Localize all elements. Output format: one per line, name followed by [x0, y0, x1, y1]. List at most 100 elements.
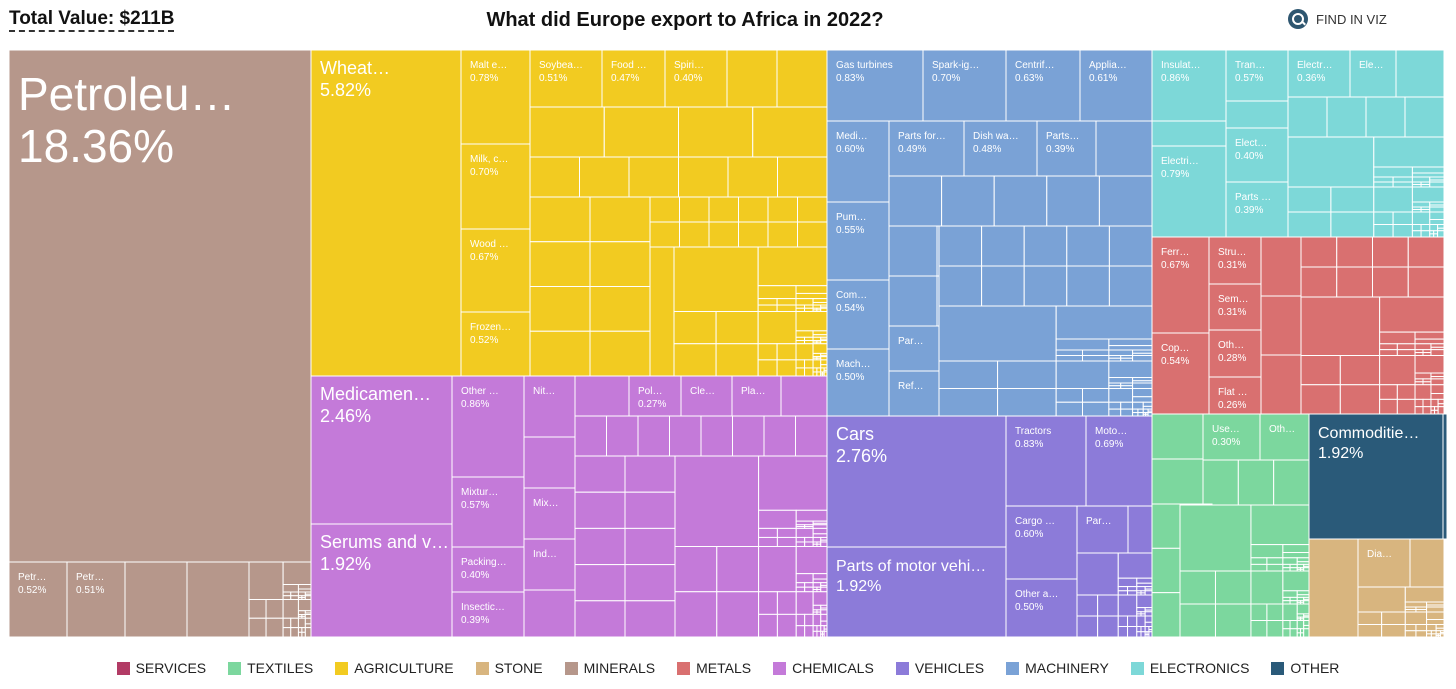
product-tile[interactable]: [1420, 224, 1431, 232]
product-tile[interactable]: [678, 156, 729, 198]
product-tile[interactable]: [1142, 401, 1153, 407]
product-tile[interactable]: [669, 415, 702, 457]
product-tile[interactable]: [1132, 412, 1139, 417]
product-tile[interactable]: [1289, 628, 1298, 638]
product-tile[interactable]: [529, 286, 591, 332]
product-tile[interactable]: [795, 367, 806, 377]
product-tile[interactable]: [1396, 384, 1416, 400]
product-tile[interactable]: [1127, 505, 1153, 554]
product-tile[interactable]: [1373, 211, 1394, 225]
product-tile[interactable]: [1414, 406, 1424, 415]
product-tile[interactable]: [997, 360, 1057, 389]
product-tile[interactable]: [673, 311, 717, 345]
product-tile[interactable]: [1303, 620, 1310, 626]
product-tile[interactable]: [826, 279, 890, 350]
product-tile[interactable]: [1142, 408, 1149, 414]
product-tile[interactable]: [1005, 505, 1078, 580]
product-tile[interactable]: [938, 265, 983, 307]
product-tile[interactable]: [826, 546, 1007, 638]
product-tile[interactable]: [1250, 557, 1268, 565]
product-tile[interactable]: [1330, 186, 1375, 213]
product-tile[interactable]: [1076, 505, 1129, 554]
product-tile[interactable]: [1430, 406, 1436, 411]
product-tile[interactable]: [649, 196, 680, 223]
product-tile[interactable]: [888, 275, 938, 327]
product-tile[interactable]: [1117, 626, 1129, 638]
product-tile[interactable]: [1437, 230, 1445, 238]
product-tile[interactable]: [1082, 401, 1110, 417]
product-tile[interactable]: [708, 196, 739, 223]
product-tile[interactable]: [1357, 586, 1406, 613]
product-tile[interactable]: [812, 367, 818, 373]
product-tile[interactable]: [1137, 412, 1144, 417]
product-tile[interactable]: [795, 536, 806, 543]
product-tile[interactable]: [1055, 349, 1084, 356]
product-tile[interactable]: [1237, 459, 1275, 506]
product-tile[interactable]: [290, 617, 299, 629]
product-tile[interactable]: [776, 304, 797, 312]
product-tile[interactable]: [1266, 557, 1284, 565]
product-tile[interactable]: [297, 584, 312, 590]
product-tile[interactable]: [529, 156, 580, 198]
product-tile[interactable]: [757, 311, 797, 345]
product-tile[interactable]: [804, 613, 814, 627]
product-tile[interactable]: [574, 491, 626, 529]
product-tile[interactable]: [1066, 225, 1110, 267]
product-tile[interactable]: [1409, 538, 1445, 588]
product-tile[interactable]: [673, 246, 759, 312]
product-tile[interactable]: [297, 599, 312, 612]
product-tile[interactable]: [290, 591, 299, 597]
product-tile[interactable]: [1108, 345, 1153, 351]
product-tile[interactable]: [1426, 606, 1445, 613]
product-tile[interactable]: [1266, 603, 1284, 621]
product-tile[interactable]: [1108, 388, 1134, 403]
product-tile[interactable]: [938, 388, 999, 417]
product-tile[interactable]: [1066, 265, 1110, 307]
product-tile[interactable]: [1147, 412, 1153, 417]
product-tile[interactable]: [1379, 384, 1398, 400]
product-tile[interactable]: [731, 375, 782, 417]
product-tile[interactable]: [679, 221, 710, 248]
product-tile[interactable]: [624, 527, 676, 566]
product-tile[interactable]: [1437, 406, 1445, 415]
product-tile[interactable]: [1108, 377, 1134, 384]
product-tile[interactable]: [1287, 96, 1328, 138]
product-tile[interactable]: [820, 620, 828, 627]
product-tile[interactable]: [757, 285, 797, 300]
product-tile[interactable]: [579, 156, 630, 198]
product-tile[interactable]: [1140, 631, 1146, 638]
product-tile[interactable]: [460, 311, 531, 377]
product-tile[interactable]: [301, 627, 306, 633]
product-tile[interactable]: [1282, 552, 1310, 559]
product-tile[interactable]: [1381, 624, 1406, 638]
product-tile[interactable]: [1373, 224, 1394, 238]
product-tile[interactable]: [1437, 398, 1445, 405]
product-tile[interactable]: [1287, 136, 1375, 188]
product-tile[interactable]: [1430, 398, 1439, 408]
product-tile[interactable]: [812, 578, 828, 584]
product-tile[interactable]: [795, 343, 814, 361]
product-tile[interactable]: [795, 582, 806, 588]
product-tile[interactable]: [1411, 201, 1431, 208]
product-tile[interactable]: [1055, 360, 1110, 389]
product-tile[interactable]: [1426, 619, 1445, 625]
product-tile[interactable]: [820, 609, 828, 615]
product-tile[interactable]: [727, 156, 778, 198]
find-in-viz-button[interactable]: FIND IN VIZ: [1288, 8, 1387, 30]
product-tile[interactable]: [282, 617, 292, 629]
product-tile[interactable]: [1151, 458, 1204, 505]
product-tile[interactable]: [1082, 388, 1110, 403]
product-tile[interactable]: [767, 221, 798, 248]
product-tile[interactable]: [795, 546, 828, 575]
product-tile[interactable]: [738, 221, 769, 248]
product-tile[interactable]: [1179, 603, 1216, 638]
product-tile[interactable]: [797, 196, 828, 223]
legend-item-textiles[interactable]: TEXTILES: [228, 660, 313, 676]
product-tile[interactable]: [812, 536, 822, 543]
product-tile[interactable]: [1442, 413, 1448, 540]
product-tile[interactable]: [1379, 343, 1398, 351]
legend-item-metals[interactable]: METALS: [677, 660, 751, 676]
product-tile[interactable]: [1136, 586, 1146, 592]
product-tile[interactable]: [795, 541, 806, 547]
product-tile[interactable]: [1434, 406, 1439, 411]
